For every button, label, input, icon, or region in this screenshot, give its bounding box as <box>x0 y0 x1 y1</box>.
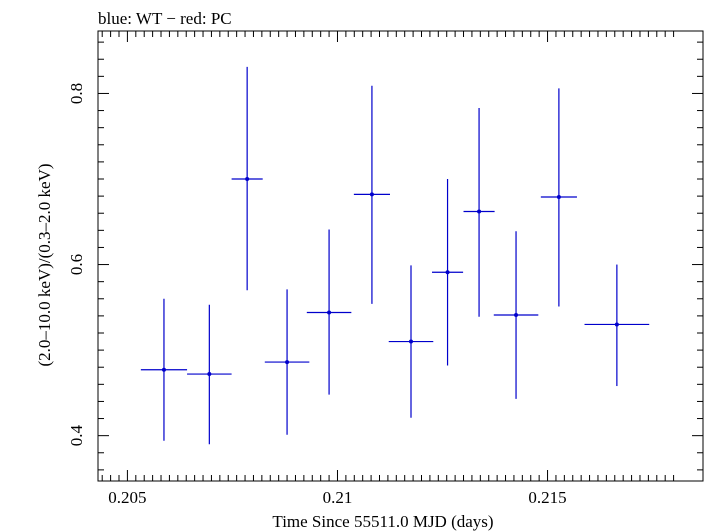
data-point <box>540 88 577 307</box>
y-tick-label: 0.4 <box>67 425 86 447</box>
y-axis-ticks: 0.4 0.6 0.8 <box>67 41 703 471</box>
point-marker <box>327 310 332 315</box>
data-point <box>140 298 188 441</box>
x-tick-label: 0.215 <box>528 488 566 507</box>
y-tick-label: 0.6 <box>67 254 86 275</box>
y-axis-label: (2.0–10.0 keV)/(0.3–2.0 keV) <box>35 163 54 366</box>
point-marker <box>477 209 482 214</box>
chart-title: blue: WT − red: PC <box>98 9 232 28</box>
point-marker <box>207 372 212 377</box>
point-marker <box>445 270 450 275</box>
point-marker <box>614 322 619 327</box>
data-point <box>463 107 495 317</box>
point-marker <box>369 192 374 197</box>
data-point <box>231 66 263 291</box>
x-tick-label: 0.205 <box>108 488 146 507</box>
data-point <box>432 179 464 366</box>
point-marker <box>285 360 290 365</box>
data-point <box>264 289 310 435</box>
point-marker <box>556 194 561 199</box>
data-point <box>306 229 352 395</box>
x-axis-label: Time Since 55511.0 MJD (days) <box>272 512 493 531</box>
data-point <box>584 264 650 387</box>
data-point <box>493 231 539 399</box>
x-axis-ticks: 0.205 0.21 0.215 <box>101 31 675 507</box>
point-marker <box>161 367 166 372</box>
point-marker <box>409 339 414 344</box>
point-marker <box>514 313 519 318</box>
x-tick-label: 0.21 <box>323 488 353 507</box>
data-points <box>140 66 650 445</box>
data-point <box>187 304 232 445</box>
data-point <box>388 265 434 418</box>
y-tick-label: 0.8 <box>67 83 86 104</box>
point-marker <box>245 177 250 182</box>
plot-frame <box>97 30 704 482</box>
data-point <box>353 85 390 304</box>
